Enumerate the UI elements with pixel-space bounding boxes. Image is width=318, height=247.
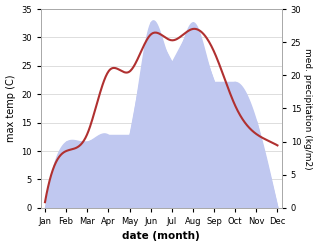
Y-axis label: med. precipitation (kg/m2): med. precipitation (kg/m2)	[303, 48, 313, 169]
Y-axis label: max temp (C): max temp (C)	[5, 75, 16, 142]
X-axis label: date (month): date (month)	[122, 231, 200, 242]
